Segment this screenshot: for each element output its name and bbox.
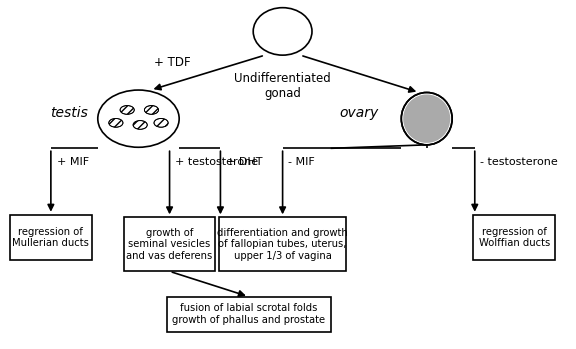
Circle shape [133,121,147,129]
Text: - testosterone: - testosterone [480,157,558,167]
Ellipse shape [98,90,179,147]
Text: ovary: ovary [339,106,378,120]
Text: regression of
Mullerian ducts: regression of Mullerian ducts [13,227,89,248]
FancyBboxPatch shape [166,297,331,332]
Ellipse shape [253,8,312,55]
Text: regression of
Wolffian ducts: regression of Wolffian ducts [479,227,550,248]
Circle shape [120,105,134,114]
Text: + DHT: + DHT [226,157,263,167]
FancyBboxPatch shape [124,217,215,272]
Text: - MIF: - MIF [288,157,315,167]
Text: + TDF: + TDF [154,56,191,69]
Text: + MIF: + MIF [56,157,89,167]
Text: growth of
seminal vesicles
and vas deferens: growth of seminal vesicles and vas defer… [127,228,213,261]
Text: Undifferentiated
gonad: Undifferentiated gonad [234,72,331,99]
FancyBboxPatch shape [219,217,346,272]
Text: testis: testis [50,106,88,120]
Text: + testosterone: + testosterone [175,157,259,167]
Text: fusion of labial scrotal folds
growth of phallus and prostate: fusion of labial scrotal folds growth of… [172,303,325,325]
Ellipse shape [403,95,450,143]
Text: differentiation and growth
of fallopian tubes, uterus,
upper 1/3 of vagina: differentiation and growth of fallopian … [217,228,348,261]
Circle shape [154,118,168,127]
Ellipse shape [401,92,452,145]
Circle shape [109,118,123,127]
FancyBboxPatch shape [10,215,92,260]
Circle shape [145,105,158,114]
FancyBboxPatch shape [473,215,555,260]
